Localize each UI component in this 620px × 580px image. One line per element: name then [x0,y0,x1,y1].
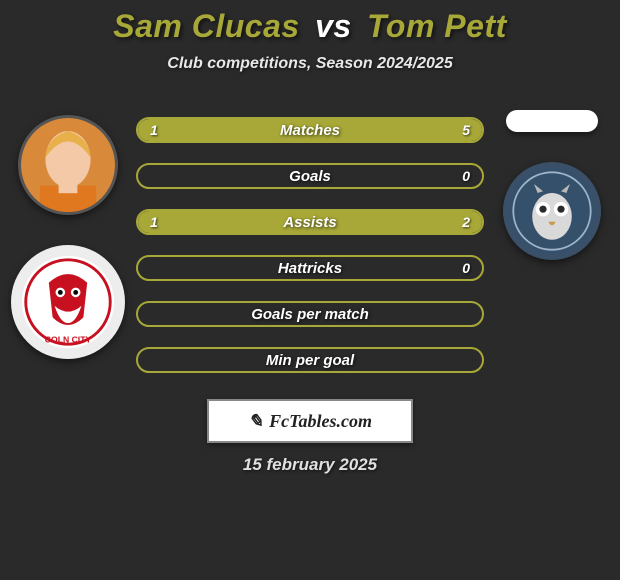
stat-bars: 1Matches5Goals01Assists2Hattricks0Goals … [136,107,484,373]
player2-avatar-placeholder [506,110,598,132]
stat-label: Goals [138,168,482,185]
brand-logo-icon: ✎ [248,411,263,432]
stat-label: Matches [138,122,482,139]
stat-value-right [458,349,482,371]
stat-value-right: 5 [450,119,482,141]
stat-row: Min per goal [136,347,484,373]
player1-avatar [18,115,118,215]
left-column: COLN CITY [8,107,128,359]
player1-face-icon [21,118,115,212]
stat-label: Assists [138,214,482,231]
stat-row: Goals0 [136,163,484,189]
main-content: COLN CITY 1Matches5Goals01Assists2Hattri… [0,107,620,373]
stat-label: Hattricks [138,260,482,277]
player2-name: Tom Pett [367,8,507,44]
stat-value-right: 2 [450,211,482,233]
stat-label: Min per goal [138,352,482,369]
comparison-card: Sam Clucas vs Tom Pett Club competitions… [0,0,620,475]
vs-label: vs [315,8,352,44]
lincoln-badge-icon: COLN CITY [20,254,116,350]
stat-row: 1Assists2 [136,209,484,235]
title: Sam Clucas vs Tom Pett [0,8,620,45]
brand-box: ✎ FcTables.com [207,399,413,443]
date-label: 15 february 2025 [0,455,620,475]
player1-club-badge: COLN CITY [11,245,125,359]
player1-name: Sam Clucas [113,8,299,44]
brand-text: FcTables.com [269,411,372,432]
stat-row: 1Matches5 [136,117,484,143]
player2-club-badge [503,162,601,260]
stat-row: Hattricks0 [136,255,484,281]
stat-value-right: 0 [450,257,482,279]
stat-value-right [458,303,482,325]
stat-label: Goals per match [138,306,482,323]
subtitle: Club competitions, Season 2024/2025 [0,55,620,73]
oldham-badge-icon [507,166,597,256]
stat-value-right: 0 [450,165,482,187]
stat-row: Goals per match [136,301,484,327]
right-column [492,107,612,260]
svg-text:COLN CITY: COLN CITY [45,334,92,344]
